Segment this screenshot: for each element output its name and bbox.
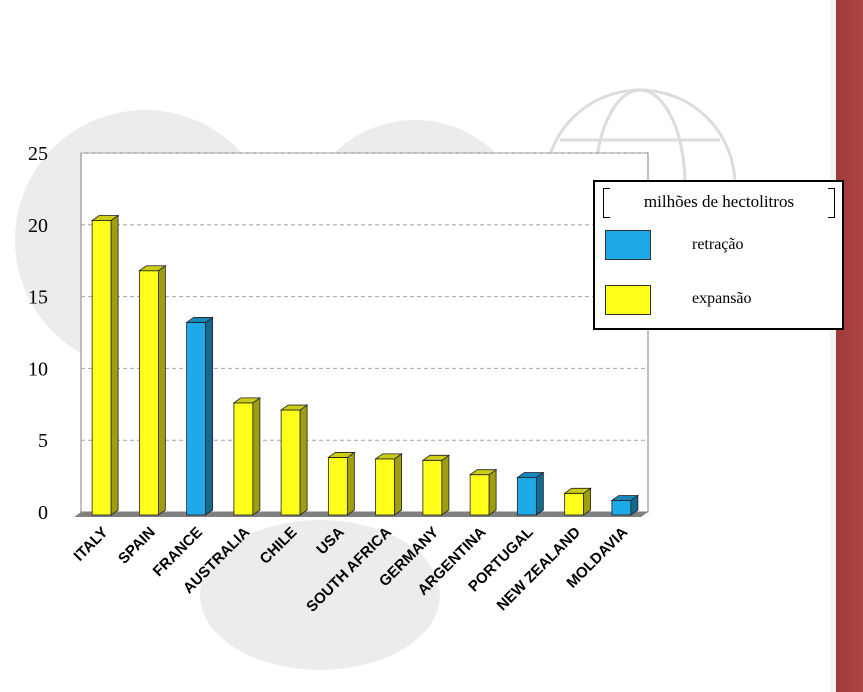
x-tick-label: CHILE [257, 524, 301, 568]
legend-swatch-expansao [605, 285, 651, 315]
bar-top [374, 453, 403, 460]
bar-side [205, 316, 214, 516]
plot-area [74, 152, 649, 517]
y-tick-label: 20 [28, 215, 48, 237]
bar-moldavia [610, 494, 640, 516]
bar-side [110, 214, 119, 516]
bar-front [91, 220, 112, 516]
y-tick-label: 15 [28, 287, 48, 309]
x-tick-label: SOUTH AFRICA [303, 524, 395, 616]
bar-argentina [468, 468, 498, 516]
bar-italy [90, 214, 120, 516]
bar-top [279, 404, 309, 411]
bar-side [394, 453, 403, 516]
bar-top [232, 397, 262, 404]
bar-top [421, 454, 451, 461]
bar-top [185, 317, 214, 323]
bar-side [299, 404, 308, 516]
bar-side [488, 468, 497, 516]
bar-australia [232, 397, 262, 516]
bar-front [564, 492, 585, 516]
legend-title: milhões de hectolitros [603, 186, 835, 218]
bar-front [516, 477, 537, 516]
bar-top [468, 469, 498, 476]
bar-side [346, 451, 355, 516]
y-tick-label: 0 [38, 502, 48, 524]
bar-top [327, 452, 356, 458]
legend-swatch-retracao [605, 230, 651, 260]
plot-frame [80, 152, 649, 513]
right-edge-shadow [830, 0, 836, 692]
legend: milhões de hectolitros retração expansão [593, 180, 844, 330]
bar-usa [327, 451, 356, 516]
legend-label-expansao: expansão [692, 290, 752, 307]
legend-title-text: milhões de hectolitros [643, 192, 795, 211]
bars [90, 214, 640, 516]
background-logo-circle-bottom [200, 520, 440, 670]
bar-top [610, 495, 640, 501]
legend-label-retracao: retração [692, 236, 744, 253]
right-edge-band [836, 0, 863, 692]
bar-top [138, 265, 167, 272]
x-tick-label: USA [313, 524, 348, 559]
bar-side [252, 397, 261, 516]
bar-south-africa [374, 453, 403, 516]
bar-front [233, 402, 254, 516]
bar-front [422, 459, 443, 516]
bar-front [327, 457, 348, 516]
legend-bracket-left [603, 188, 610, 218]
y-tick-label: 10 [28, 358, 48, 380]
legend-bracket-right [828, 188, 835, 218]
bar-germany [421, 454, 451, 516]
y-axis: 0 5 10 15 20 25 [28, 143, 48, 524]
bar-front [186, 322, 207, 516]
bar-front [469, 474, 490, 516]
x-tick-label: NEW ZEALAND [494, 524, 585, 615]
bar-spain [138, 264, 167, 516]
bar-france [185, 316, 214, 516]
bar-side [157, 264, 166, 516]
bar-side [535, 471, 544, 516]
bar-new-zealand [563, 487, 592, 516]
bar-chile [279, 404, 309, 516]
bar-top [90, 215, 120, 221]
bar-top [563, 487, 592, 494]
bar-front [280, 409, 301, 516]
bar-front [611, 500, 632, 516]
bar-top [516, 472, 545, 478]
bar-portugal [516, 471, 545, 516]
bar-side [441, 454, 450, 516]
bar-front [138, 270, 159, 516]
y-tick-label: 5 [38, 430, 48, 452]
x-tick-label: SPAIN [115, 524, 159, 568]
y-tick-label: 25 [28, 143, 48, 165]
chart-floor [74, 512, 648, 517]
bar-front [375, 458, 396, 516]
x-tick-label: ITALY [71, 524, 112, 565]
